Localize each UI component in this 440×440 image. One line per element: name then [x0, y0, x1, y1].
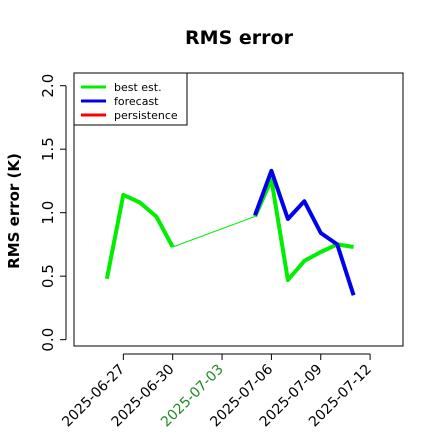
series-line-best-est-1 — [172, 216, 256, 248]
legend-label-best-est: best est. — [114, 81, 162, 94]
legend-label-persistence: persistence — [114, 109, 178, 122]
y-tick-label: 0.5 — [39, 264, 57, 288]
legend: best est. forecast persistence — [73, 72, 188, 126]
y-tick-label: 1.0 — [39, 201, 57, 225]
series-layer — [104, 168, 356, 296]
y-tick-label: 1.5 — [39, 137, 57, 161]
y-axis-label: RMS error (K) — [5, 153, 23, 269]
plot-frame — [73, 72, 404, 347]
chart-title: RMS error — [185, 27, 294, 49]
x-axis: 2025-06-272025-06-302025-07-032025-07-06… — [59, 353, 375, 430]
y-axis: 0.0 0.5 1.0 1.5 2.0 — [39, 74, 67, 352]
series-line-best-est-2 — [253, 177, 354, 282]
series-line-forecast-0 — [253, 168, 356, 296]
legend-label-forecast: forecast — [114, 95, 159, 108]
series-line-best-est-0 — [104, 192, 175, 280]
y-tick-label: 2.0 — [39, 74, 57, 98]
y-tick-label: 0.0 — [39, 328, 57, 352]
